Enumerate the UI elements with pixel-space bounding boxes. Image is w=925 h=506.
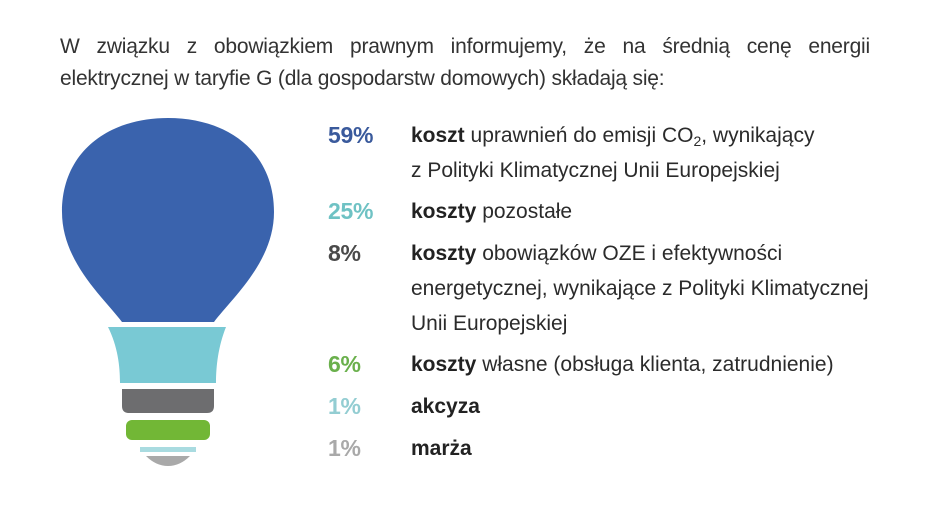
legend-bold-label: koszty — [411, 353, 477, 376]
legend-item-akcyza: 1% akcyza — [328, 389, 918, 424]
percent-value: 6% — [328, 351, 361, 377]
legend-item-oze: 8% koszty obowiązków OZE i efektywności … — [328, 236, 918, 341]
bulb-band-green-segment — [126, 420, 210, 440]
legend-item-wlasne: 6% koszty własne (obsługa klienta, zatru… — [328, 347, 918, 382]
bulb-band-gray-segment — [122, 389, 214, 413]
intro-text: W związku z obowiązkiem prawnym informuj… — [60, 35, 870, 90]
legend-text-line2: z Polityki Klimatycznej Unii Europejskie… — [411, 159, 780, 182]
legend-item-pozostale: 25% koszty pozostałe — [328, 194, 918, 229]
legend-bold-label: akcyza — [411, 395, 480, 418]
legend-bold-label: marża — [411, 437, 472, 460]
percent-value: 1% — [328, 393, 361, 419]
legend-text: pozostałe — [476, 200, 573, 223]
legend-description: akcyza — [411, 389, 480, 424]
bulb-globe-segment — [62, 118, 274, 322]
legend-description: koszt uprawnień do emisji CO2, wynikając… — [411, 118, 814, 188]
legend-description: marża — [411, 431, 472, 466]
percent-value: 1% — [328, 435, 361, 461]
legend-description: koszty własne (obsługa klienta, zatrudni… — [411, 347, 834, 382]
lightbulb-chart — [62, 118, 274, 466]
legend-text: obowiązków OZE i efektywności — [476, 242, 783, 265]
percent-value: 59% — [328, 122, 374, 148]
legend-description: koszty obowiązków OZE i efektywności ene… — [411, 236, 869, 341]
legend-text: własne (obsługa klienta, zatrudnienie) — [476, 353, 834, 376]
legend-item-marza: 1% marża — [328, 431, 918, 466]
legend-item-co2: 59% koszt uprawnień do emisji CO2, wynik… — [328, 118, 918, 188]
legend-description: koszty pozostałe — [411, 194, 572, 229]
legend-text-line2: energetycznej, wynikające z Polityki Kli… — [411, 277, 869, 300]
legend-list: 59% koszt uprawnień do emisji CO2, wynik… — [328, 118, 918, 466]
legend-text: uprawnień do emisji CO — [464, 124, 694, 147]
percent-value: 25% — [328, 198, 374, 224]
legend-bold-label: koszt — [411, 124, 465, 147]
bulb-neck-segment — [108, 327, 226, 383]
legend-text: , wynikający — [701, 124, 815, 147]
bulb-tip-segment — [146, 456, 190, 466]
bulb-band-lightcyan-segment — [140, 447, 196, 452]
legend-text-line3: Unii Europejskiej — [411, 312, 568, 335]
percent-value: 8% — [328, 240, 361, 266]
legend-bold-label: koszty — [411, 242, 477, 265]
subscript: 2 — [693, 133, 702, 149]
legend-bold-label: koszty — [411, 200, 477, 223]
